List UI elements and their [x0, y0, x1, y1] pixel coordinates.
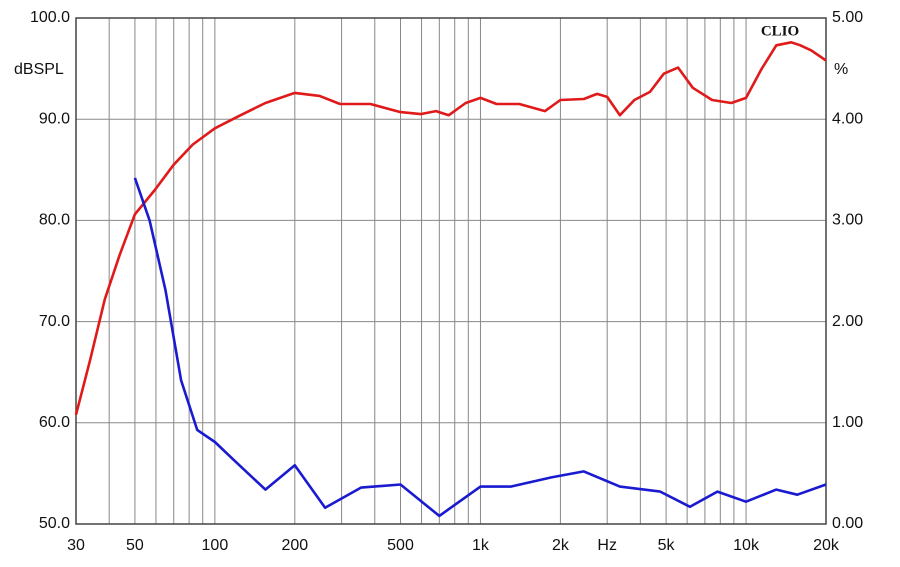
y-tick-label: 100.0	[30, 9, 70, 26]
y2-tick-label: 1.00	[832, 414, 863, 431]
watermark: CLIO	[761, 23, 799, 39]
y2-tick-label: 0.00	[832, 515, 863, 532]
y2-tick-label: 2.00	[832, 313, 863, 330]
x-tick-label: 50	[126, 537, 144, 554]
y-tick-label: 50.0	[39, 515, 70, 532]
x-tick-label: 5k	[658, 537, 676, 554]
x-tick-label: Hz	[597, 537, 617, 554]
x-tick-label: 500	[387, 537, 414, 554]
y-tick-label: 60.0	[39, 414, 70, 431]
series-line	[133, 177, 827, 518]
x-tick-label: 100	[202, 537, 229, 554]
x-tick-label: 20k	[813, 537, 840, 554]
x-tick-label: 1k	[472, 537, 490, 554]
x-tick-label: 200	[281, 537, 308, 554]
y2-axis-label: %	[834, 61, 848, 78]
plot-area	[76, 18, 826, 524]
y2-tick-label: 5.00	[832, 9, 863, 26]
x-tick-label: 30	[67, 537, 85, 554]
y2-tick-label: 4.00	[832, 110, 863, 127]
x-tick-label: 2k	[552, 537, 570, 554]
y-tick-label: 80.0	[39, 212, 70, 229]
y-axis-label: dBSPL	[14, 61, 64, 78]
x-tick-label: 10k	[733, 537, 760, 554]
plot-border	[75, 17, 827, 525]
y2-tick-label: 3.00	[832, 212, 863, 229]
y-tick-label: 70.0	[39, 313, 70, 330]
series-line	[74, 41, 827, 416]
y-tick-label: 90.0	[39, 110, 70, 127]
